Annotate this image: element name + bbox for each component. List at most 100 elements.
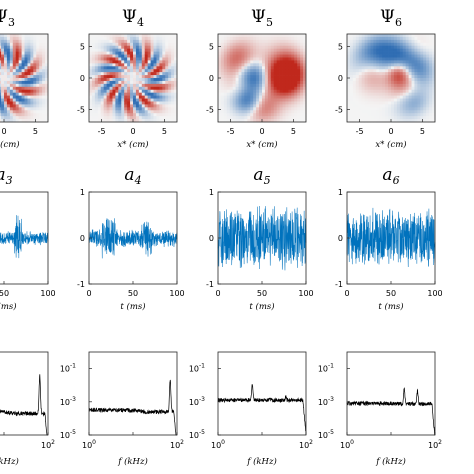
- heatmap-cell: [370, 51, 374, 55]
- heatmap-cell: [273, 45, 278, 50]
- heatmap-cell: [135, 48, 140, 52]
- heatmap-cell: [411, 119, 415, 123]
- heatmap-cell: [408, 95, 412, 99]
- heatmap-cell: [4, 101, 8, 105]
- heatmap-cell: [294, 75, 298, 79]
- heatmap-cell: [388, 60, 392, 64]
- heatmap-cell: [256, 119, 260, 123]
- x-tick-label: 0: [1, 127, 6, 136]
- heatmap-cell: [133, 72, 137, 76]
- heatmap-cell: [97, 80, 102, 85]
- heatmap-cell: [411, 113, 415, 117]
- heatmap-cell: [112, 34, 116, 38]
- heatmap-cell: [276, 104, 280, 108]
- heatmap-cell: [382, 69, 386, 73]
- heatmap-cell: [9, 54, 14, 58]
- heatmap-cell: [253, 95, 257, 99]
- heatmap-cell: [247, 60, 251, 64]
- heatmap-cell: [238, 63, 242, 67]
- heatmap-cell: [262, 80, 266, 85]
- heatmap-cell: [103, 45, 107, 50]
- heatmap-cell: [420, 110, 424, 114]
- heatmap-cell: [168, 101, 172, 105]
- heatmap-cell: [411, 104, 415, 108]
- heatmap-cell: [141, 83, 146, 88]
- heatmap-cell: [127, 119, 131, 123]
- heatmap-cell: [156, 45, 160, 50]
- heatmap-cell: [156, 107, 160, 111]
- heatmap-cell: [279, 60, 283, 64]
- heatmap-cell: [349, 89, 354, 94]
- heatmap-cell: [355, 34, 360, 38]
- heatmap-cell: [100, 39, 105, 44]
- heatmap-cell: [168, 75, 172, 79]
- heatmap-cell: [18, 39, 22, 44]
- heatmap-cell: [235, 57, 239, 61]
- heatmap-cell: [300, 39, 304, 44]
- heatmap-cell: [408, 51, 412, 55]
- heatmap-cell: [388, 80, 392, 85]
- heatmap-cell: [355, 72, 360, 76]
- heatmap-cell: [417, 72, 421, 76]
- heatmap-cell: [370, 69, 374, 73]
- heatmap-cell: [138, 110, 143, 114]
- heatmap-cell: [135, 39, 140, 44]
- heatmap-cell: [235, 80, 239, 85]
- heatmap-cell: [133, 80, 137, 85]
- y-tick-label: 1: [80, 188, 85, 197]
- heatmap-cell: [133, 92, 137, 96]
- heatmap-cell: [411, 57, 415, 61]
- heatmap-cell: [133, 107, 137, 111]
- heatmap-cell: [364, 83, 368, 88]
- heatmap-cell: [147, 72, 151, 76]
- heatmap-cell: [130, 54, 134, 58]
- heatmap-cell: [135, 54, 140, 58]
- heatmap-cell: [4, 60, 8, 64]
- heatmap-cell: [256, 66, 260, 70]
- heatmap-cell: [33, 119, 37, 123]
- y-tick-label: 0: [209, 74, 214, 83]
- heatmap-cell: [247, 89, 251, 94]
- heatmap-cell: [165, 36, 169, 41]
- heatmap-cell: [159, 66, 163, 70]
- heatmap-cell: [420, 116, 424, 120]
- heatmap-cell: [106, 113, 110, 117]
- heatmap-cell: [355, 119, 360, 123]
- heatmap-cell: [247, 101, 251, 105]
- heatmap-cell: [30, 113, 34, 117]
- heatmap-cell: [112, 92, 116, 96]
- heatmap-cell: [97, 34, 102, 38]
- heatmap-cell: [15, 69, 20, 73]
- heatmap-cell: [229, 107, 234, 111]
- heatmap-cell: [399, 57, 404, 61]
- heatmap-cell: [106, 80, 110, 85]
- heatmap-cell: [358, 66, 363, 70]
- heatmap-cell: [291, 116, 295, 120]
- heatmap-cell: [100, 48, 105, 52]
- y-tick-label: 0: [338, 74, 343, 83]
- heatmap-cell: [432, 34, 436, 38]
- heatmap-cell: [27, 66, 31, 70]
- heatmap-cell: [279, 104, 283, 108]
- heatmap-cell: [138, 92, 143, 96]
- heatmap-cell: [282, 110, 286, 114]
- heatmap-cell: [109, 119, 113, 123]
- heatmap-cell: [91, 75, 96, 79]
- heatmap-cell: [27, 86, 31, 91]
- heatmap-cell: [147, 116, 151, 120]
- heatmap-cell: [168, 80, 172, 85]
- heatmap-cell: [118, 110, 122, 114]
- heatmap-cell: [244, 119, 248, 123]
- heatmap-cell: [4, 78, 8, 82]
- heatmap-cell: [241, 101, 245, 105]
- heatmap-cell: [24, 39, 28, 44]
- heatmap-cell: [135, 57, 140, 61]
- heatmap-cell: [367, 66, 371, 70]
- heatmap-cell: [18, 83, 22, 88]
- heatmap-cell: [417, 95, 421, 99]
- heatmap-cell: [273, 75, 278, 79]
- heatmap-cell: [89, 86, 93, 91]
- heatmap-cell: [264, 51, 269, 55]
- heatmap-cell: [130, 80, 134, 85]
